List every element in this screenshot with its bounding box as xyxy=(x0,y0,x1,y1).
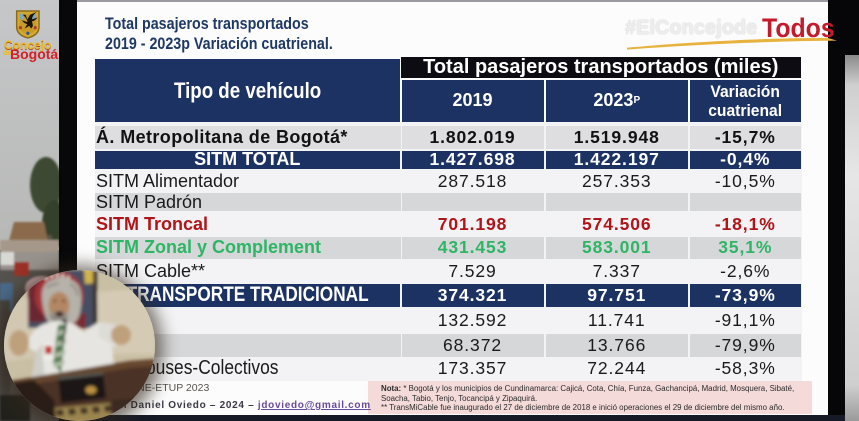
svg-text:de: de xyxy=(3,50,11,57)
svg-text:Bogotá: Bogotá xyxy=(10,46,58,62)
svg-text:Concejo: Concejo xyxy=(4,38,51,52)
